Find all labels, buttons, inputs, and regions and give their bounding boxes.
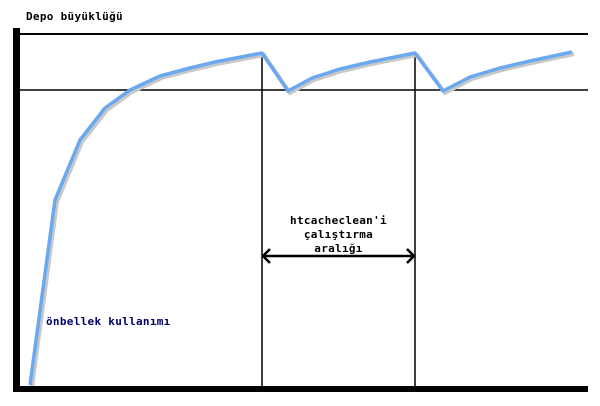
x-axis bbox=[13, 386, 588, 392]
interval-label: htcacheclean'i çalıştırma aralığı bbox=[262, 214, 415, 256]
cache-usage-curve bbox=[28, 50, 573, 386]
interval-label-line: aralığı bbox=[314, 242, 363, 255]
interval-arrow bbox=[261, 248, 416, 264]
y-axis-title: Depo büyüklüğü bbox=[26, 10, 123, 23]
interval-label-line: çalıştırma bbox=[303, 228, 374, 241]
curve-shadow bbox=[30, 52, 575, 388]
interval-label-line: htcacheclean'i bbox=[290, 214, 387, 227]
curve-label: önbellek kullanımı bbox=[46, 315, 171, 328]
y-axis bbox=[13, 28, 20, 392]
